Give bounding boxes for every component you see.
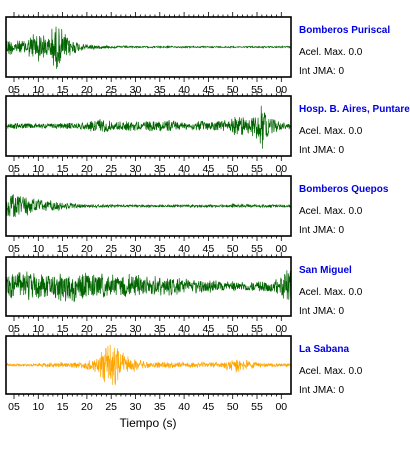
panel-3: 05 10 15 20 25 30 35 40 45 50 55 00 Bomberos Quepos A… <box>5 171 389 255</box>
x-tick-label: 05 <box>8 401 20 413</box>
x-tick-label: 05 <box>8 243 20 255</box>
x-tick-label: 25 <box>105 401 117 413</box>
x-tick-label: 40 <box>178 84 190 96</box>
x-tick-label: 25 <box>105 323 117 335</box>
station-name: Bomberos Quepos <box>299 184 389 195</box>
waveform-trace <box>5 105 292 149</box>
jma-intensity: Int JMA: 0 <box>299 225 344 236</box>
x-tick-label: 20 <box>81 163 93 175</box>
x-tick-label: 05 <box>8 84 20 96</box>
max-acceleration: Acel. Max. 0.0 <box>299 287 363 298</box>
x-tick-label: 10 <box>32 323 44 335</box>
x-tick-label: 40 <box>178 401 190 413</box>
panel-frame <box>5 335 292 395</box>
x-tick-label: 30 <box>130 163 142 175</box>
panel-frame <box>5 95 292 157</box>
x-tick-label: 50 <box>227 401 239 413</box>
panel-frame <box>5 16 292 78</box>
x-tick-label: 10 <box>32 401 44 413</box>
x-tick-label: 25 <box>105 163 117 175</box>
x-tick-label: 55 <box>251 243 263 255</box>
x-tick-label: 40 <box>178 243 190 255</box>
x-tick-label: 15 <box>57 243 69 255</box>
x-tick-label: 50 <box>227 84 239 96</box>
panel-2: 05 10 15 20 25 30 35 40 45 50 55 00 Hosp. B. Aires, … <box>5 91 410 175</box>
x-tick-label: 45 <box>203 84 215 96</box>
x-tick-label: 25 <box>105 84 117 96</box>
x-tick-label: 55 <box>251 84 263 96</box>
x-tick-label: 20 <box>81 84 93 96</box>
x-tick-label: 50 <box>227 243 239 255</box>
x-tick-label: 50 <box>227 323 239 335</box>
x-tick-label: 45 <box>203 401 215 413</box>
waveform-trace <box>5 194 292 218</box>
x-tick-label: 30 <box>130 243 142 255</box>
panel-frame <box>5 256 292 317</box>
max-acceleration: Acel. Max. 0.0 <box>299 366 363 377</box>
x-tick-label: 30 <box>130 84 142 96</box>
x-tick-label: 00 <box>275 163 287 175</box>
max-acceleration: Acel. Max. 0.0 <box>299 126 363 137</box>
x-tick-label: 00 <box>275 243 287 255</box>
x-tick-label: 45 <box>203 163 215 175</box>
x-tick-label: 40 <box>178 163 190 175</box>
x-tick-label: 55 <box>251 163 263 175</box>
x-tick-label: 20 <box>81 323 93 335</box>
x-tick-label: 35 <box>154 243 166 255</box>
x-tick-label: 00 <box>275 401 287 413</box>
x-tick-label: 45 <box>203 243 215 255</box>
x-tick-label: 55 <box>251 323 263 335</box>
x-tick-label: 20 <box>81 243 93 255</box>
x-tick-label: 35 <box>154 401 166 413</box>
max-acceleration: Acel. Max. 0.0 <box>299 206 363 217</box>
x-tick-label: 55 <box>251 401 263 413</box>
x-tick-label: 45 <box>203 323 215 335</box>
max-acceleration: Acel. Max. 0.0 <box>299 47 363 58</box>
x-tick-label: 10 <box>32 163 44 175</box>
x-tick-label: 15 <box>57 163 69 175</box>
panel-4: 05 10 15 20 25 30 35 40 45 50 55 00 San Miguel Acel. … <box>5 252 363 335</box>
x-tick-label: 30 <box>130 401 142 413</box>
waveform-trace <box>5 344 292 386</box>
x-tick-label: 50 <box>227 163 239 175</box>
panel-frame <box>5 175 292 237</box>
jma-intensity: Int JMA: 0 <box>299 385 344 396</box>
x-tick-label: 05 <box>8 163 20 175</box>
x-tick-label: 05 <box>8 323 20 335</box>
station-name: Hosp. B. Aires, Puntare <box>299 104 410 115</box>
x-tick-label: 30 <box>130 323 142 335</box>
x-tick-label: 35 <box>154 323 166 335</box>
jma-intensity: Int JMA: 0 <box>299 66 344 77</box>
jma-intensity: Int JMA: 0 <box>299 145 344 156</box>
x-tick-label: 15 <box>57 84 69 96</box>
x-tick-label: 10 <box>32 84 44 96</box>
x-tick-label: 40 <box>178 323 190 335</box>
x-tick-label: 35 <box>154 84 166 96</box>
x-tick-label: 35 <box>154 163 166 175</box>
x-tick-label: 15 <box>57 401 69 413</box>
jma-intensity: Int JMA: 0 <box>299 306 344 317</box>
x-tick-label: 20 <box>81 401 93 413</box>
station-name: La Sabana <box>299 344 349 355</box>
x-tick-label: 25 <box>105 243 117 255</box>
station-name: San Miguel <box>299 265 352 276</box>
x-axis-label: Tiempo (s) <box>120 416 177 430</box>
x-tick-label: 00 <box>275 84 287 96</box>
waveform-trace <box>5 270 292 303</box>
panel-1: 05 10 15 20 25 30 35 40 45 50 55 00 Bomberos Purisca… <box>5 12 390 96</box>
x-tick-label: 10 <box>32 243 44 255</box>
waveform-trace <box>5 26 292 69</box>
station-name: Bomberos Puriscal <box>299 25 390 36</box>
x-tick-label: 15 <box>57 323 69 335</box>
panel-5: 05 10 15 20 25 30 35 40 45 50 55 00 La Sabana Acel. M… <box>5 331 363 413</box>
x-tick-label: 00 <box>275 323 287 335</box>
